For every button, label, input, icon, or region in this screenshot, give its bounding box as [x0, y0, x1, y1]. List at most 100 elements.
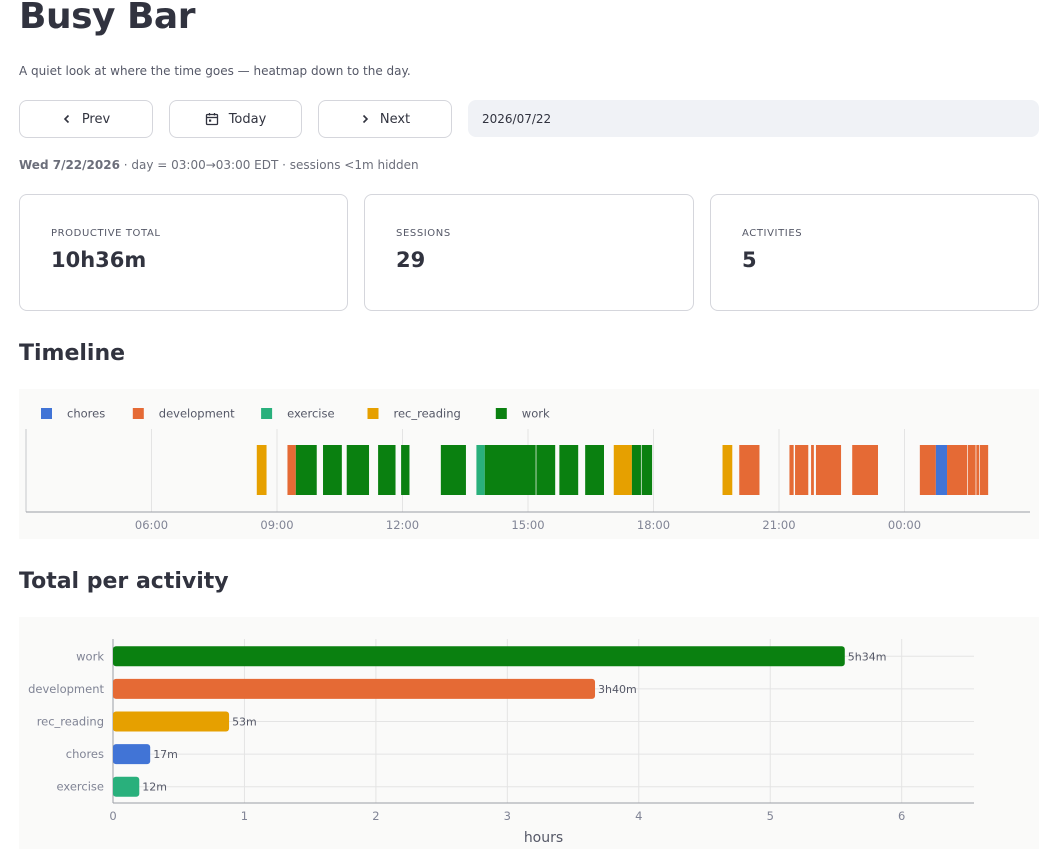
- day-info-details: · day = 03:00→03:00 EDT · sessions <1m h…: [123, 158, 419, 172]
- bar-chart-x-axis-label: hours: [524, 830, 563, 846]
- timeline-session-bar: [476, 445, 485, 495]
- timeline-tick-label: 15:00: [511, 518, 544, 532]
- timeline-session-bar: [935, 445, 948, 495]
- bar-chart-tick-label: 6: [898, 809, 905, 823]
- today-button-label: Today: [228, 111, 267, 127]
- bar-work: [113, 646, 845, 667]
- day-info: Wed 7/22/2026 · day = 03:00→03:00 EDT · …: [19, 158, 419, 172]
- bar-exercise: [113, 776, 140, 797]
- bar-chores: [113, 744, 151, 765]
- timeline-session-bar: [852, 445, 879, 495]
- timeline-panel: chores development exercise rec_reading work…: [19, 389, 1039, 539]
- bar-chart-tick-label: 1: [241, 809, 248, 823]
- timeline-session-bar: [536, 445, 556, 495]
- bar-category-label: work: [76, 649, 104, 663]
- timeline-tick-label: 12:00: [386, 518, 419, 532]
- legend-swatch: [41, 408, 52, 419]
- timeline-session-bar: [967, 445, 976, 495]
- legend-label: rec_reading: [394, 407, 461, 421]
- legend-swatch: [367, 408, 379, 419]
- timeline-session-bar: [323, 445, 342, 495]
- bar-category-label: development: [28, 682, 104, 696]
- timeline-session-bar: [979, 445, 989, 495]
- bar-rec_reading: [113, 711, 230, 732]
- timeline-session-bar: [613, 445, 632, 495]
- timeline-session-bar: [256, 445, 267, 495]
- legend-swatch: [495, 408, 507, 419]
- legend-label: development: [159, 407, 235, 421]
- bar-category-label: chores: [66, 747, 104, 761]
- timeline-session-bar: [919, 445, 936, 495]
- timeline-session-bar: [722, 445, 733, 495]
- metric-card-sessions: SESSIONS 29: [364, 194, 694, 311]
- bar-data-label: 3h40m: [598, 683, 637, 696]
- metric-card-productive-total: PRODUCTIVE TOTAL 10h36m: [19, 194, 348, 311]
- timeline-session-bar: [484, 445, 536, 495]
- totals-heading: Total per activity: [19, 569, 229, 594]
- timeline-session-bar: [401, 445, 410, 495]
- date-input-value: 2026/07/22: [482, 111, 552, 126]
- timeline-session-bar: [947, 445, 968, 495]
- today-button[interactable]: Today: [169, 100, 302, 138]
- page-title: Busy Bar: [19, 0, 195, 37]
- timeline-session-bar: [287, 445, 296, 495]
- legend-label: exercise: [287, 407, 334, 421]
- timeline-session-bar: [811, 445, 814, 495]
- timeline-session-bar: [789, 445, 794, 495]
- bar-chart-tick-label: 2: [372, 809, 379, 823]
- bar-data-label: 12m: [142, 781, 167, 794]
- bar-chart-tick-label: 5: [767, 809, 774, 823]
- bar-chart-tick-label: 4: [635, 809, 642, 823]
- timeline-tick-label: 18:00: [637, 518, 670, 532]
- metric-label: PRODUCTIVE TOTAL: [51, 228, 161, 239]
- bar-category-label: rec_reading: [37, 715, 104, 729]
- next-button-label: Next: [379, 111, 411, 127]
- chevron-right-icon: [360, 114, 370, 124]
- timeline-session-bar: [739, 445, 760, 495]
- legend-label: chores: [67, 407, 105, 421]
- timeline-session-bar: [295, 445, 317, 495]
- calendar-icon: [205, 112, 219, 126]
- timeline-session-bar: [346, 445, 370, 495]
- timeline-tick-label: 00:00: [888, 518, 921, 532]
- prev-button[interactable]: Prev: [19, 100, 153, 138]
- bar-chart-tick-label: 3: [504, 809, 511, 823]
- bar-data-label: 53m: [232, 716, 257, 729]
- timeline-tick-label: 06:00: [135, 518, 168, 532]
- totals-chart: 0 1 2 3 4 5 6 5h34m work 3h40m development 53m rec_r…: [28, 639, 974, 846]
- timeline-session-bar: [815, 445, 842, 495]
- page-subtitle: A quiet look at where the time goes — he…: [19, 64, 411, 78]
- metric-label: ACTIVITIES: [742, 228, 803, 239]
- timeline-session-bar: [631, 445, 641, 495]
- timeline-session-bar: [440, 445, 466, 495]
- timeline-session-bar: [641, 445, 653, 495]
- bar-chart-tick-label: 0: [109, 809, 116, 823]
- legend-label: work: [522, 407, 550, 421]
- timeline-session-bar: [795, 445, 809, 495]
- chevron-left-icon: [62, 114, 72, 124]
- metric-card-activities: ACTIVITIES 5: [710, 194, 1039, 311]
- timeline-chart: chores development exercise rec_reading work…: [25, 407, 1030, 532]
- metric-value: 10h36m: [51, 248, 147, 272]
- next-button[interactable]: Next: [318, 100, 452, 138]
- bar-data-label: 17m: [153, 748, 178, 761]
- bar-development: [113, 678, 596, 699]
- metric-value: 29: [396, 248, 426, 272]
- timeline-session-bar: [585, 445, 604, 495]
- timeline-session-bar: [559, 445, 579, 495]
- legend-swatch: [261, 408, 273, 419]
- day-info-date: Wed 7/22/2026: [19, 158, 120, 172]
- metric-label: SESSIONS: [396, 228, 451, 239]
- bar-data-label: 5h34m: [848, 650, 887, 663]
- bar-category-label: exercise: [57, 780, 104, 794]
- timeline-tick-label: 21:00: [762, 518, 795, 532]
- metric-value: 5: [742, 248, 757, 272]
- legend-swatch: [132, 408, 144, 419]
- timeline-session-bar: [976, 445, 980, 495]
- prev-button-label: Prev: [81, 111, 111, 127]
- timeline-session-bar: [378, 445, 396, 495]
- timeline-tick-label: 09:00: [260, 518, 293, 532]
- date-input[interactable]: 2026/07/22: [468, 100, 1039, 137]
- totals-panel: 0 1 2 3 4 5 6 5h34m work 3h40m development 53m rec_r…: [19, 617, 1039, 849]
- timeline-heading: Timeline: [19, 341, 126, 366]
